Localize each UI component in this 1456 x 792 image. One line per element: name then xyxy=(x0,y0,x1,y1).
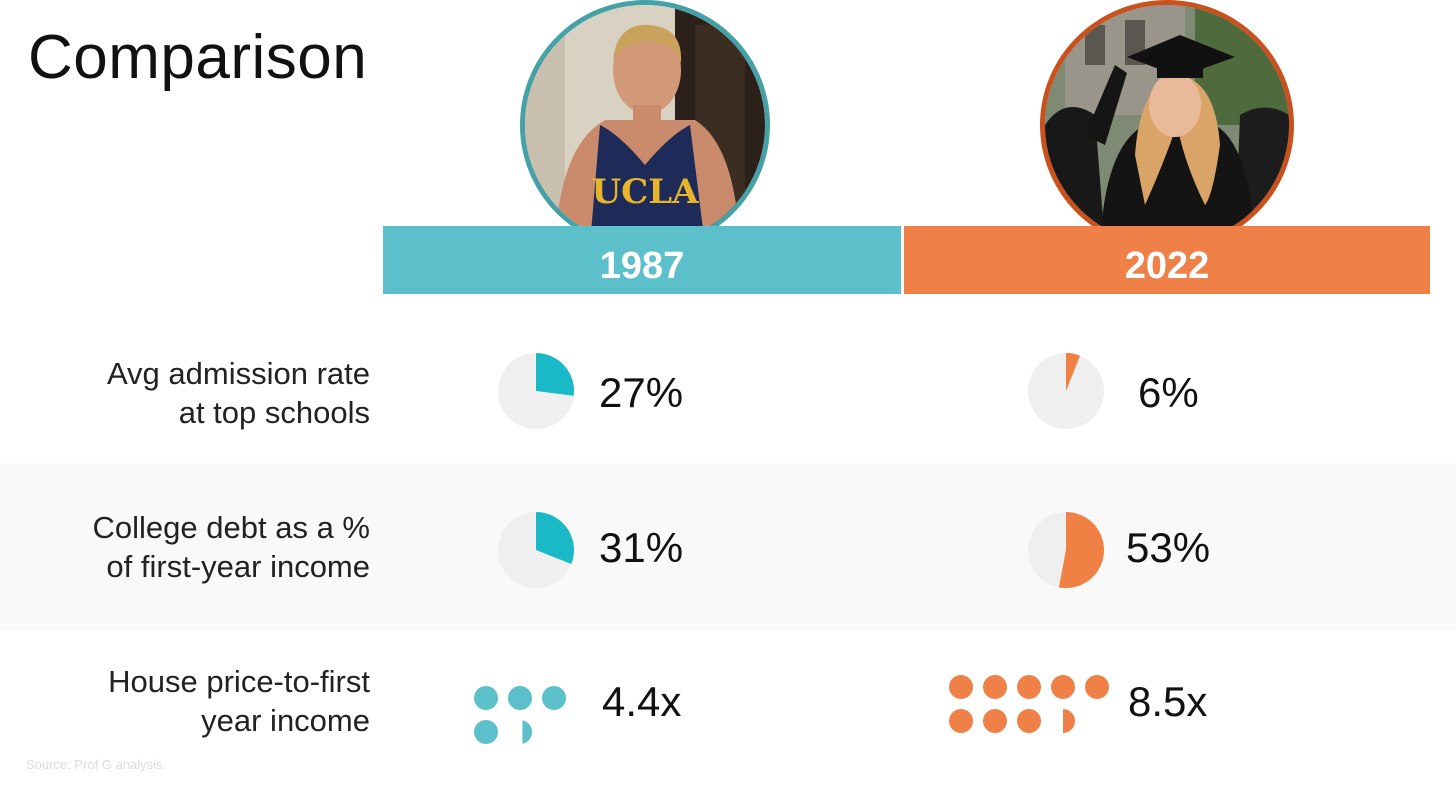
dot-unit xyxy=(1017,709,1041,733)
value-house-1987: 4.4x xyxy=(602,678,682,725)
dots-house-1987 xyxy=(474,686,566,744)
dot-unit xyxy=(542,686,566,710)
dot-unit xyxy=(1085,675,1109,699)
dot-unit xyxy=(1017,675,1041,699)
pie-slice xyxy=(1058,512,1104,588)
graduate-photo-icon xyxy=(1045,5,1289,245)
pie-slice xyxy=(536,512,574,564)
pie-debt-2022 xyxy=(1028,512,1104,588)
row-label-debt: College debt as a % of first-year income xyxy=(93,508,370,586)
row-label-line: year income xyxy=(201,703,370,738)
pie-slice xyxy=(1066,353,1080,391)
pie-admission-1987 xyxy=(498,353,574,429)
value-house-2022: 8.5x xyxy=(1128,678,1208,725)
year-header-1987: 1987 xyxy=(383,226,901,294)
value-debt-2022: 53% xyxy=(1126,524,1211,571)
dot-unit xyxy=(474,686,498,710)
pie-admission-2022 xyxy=(1028,353,1104,429)
year-header-2022: 2022 xyxy=(904,226,1430,294)
dot-unit xyxy=(1063,709,1075,733)
pie-debt-1987 xyxy=(498,512,574,588)
photo-shirt-text: UCLA xyxy=(592,172,700,212)
row-label-line: at top schools xyxy=(178,395,370,430)
row-label-line: Avg admission rate xyxy=(106,356,370,391)
dots-house-2022 xyxy=(949,675,1109,733)
row-label-admission: Avg admission rate at top schools xyxy=(107,354,370,432)
source-note: Source: Prof G analysis. xyxy=(26,757,167,772)
dot-unit xyxy=(474,720,498,744)
dot-unit xyxy=(1051,675,1075,699)
pie-slice xyxy=(536,353,574,396)
dot-unit xyxy=(949,675,973,699)
value-debt-1987: 31% xyxy=(599,524,684,571)
year-label-1987: 1987 xyxy=(599,245,685,287)
page-title: Comparison xyxy=(28,23,368,92)
dot-unit xyxy=(508,686,532,710)
row-label-line: House price-to-first xyxy=(108,664,370,699)
value-admission-2022: 6% xyxy=(1138,369,1199,416)
row-label-line: College debt as a % xyxy=(92,510,370,545)
row-label-house-price: House price-to-first year income xyxy=(108,662,370,740)
dot-unit xyxy=(983,675,1007,699)
dot-unit xyxy=(949,709,973,733)
row-band xyxy=(0,463,1456,631)
dot-unit xyxy=(983,709,1007,733)
row-label-line: of first-year income xyxy=(106,549,370,584)
year-label-2022: 2022 xyxy=(1124,245,1210,287)
dot-unit xyxy=(522,720,533,744)
value-admission-1987: 27% xyxy=(599,369,684,416)
person-photo-icon: UCLA xyxy=(525,5,765,245)
photo-2022 xyxy=(1040,0,1294,250)
photo-1987: UCLA xyxy=(520,0,770,250)
